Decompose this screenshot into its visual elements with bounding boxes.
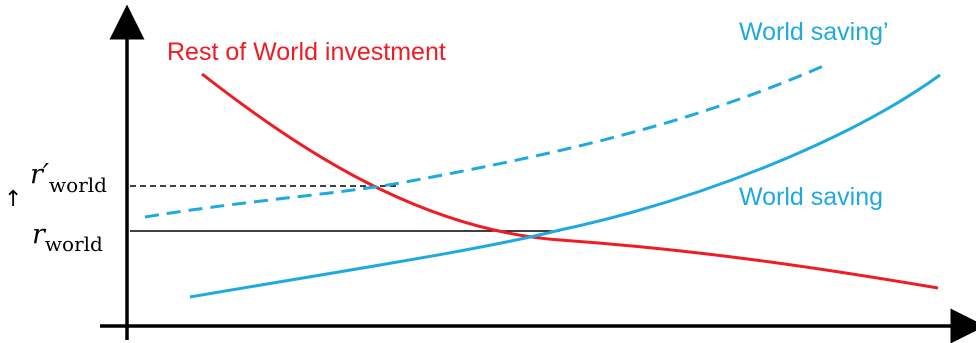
r-world-sub: world [45, 232, 103, 256]
r-world-new-label: r′world [30, 159, 107, 197]
saving-new-label: World saving’ [739, 18, 889, 46]
world-saving-curve [189, 73, 941, 299]
r-world-new-main: r′ [30, 159, 49, 190]
saving-label: World saving [739, 183, 883, 211]
rate-increase-arrow: ↑ [4, 187, 22, 212]
r-world-label: rworld [32, 219, 103, 256]
rest-of-world-investment-curve [201, 72, 939, 290]
r-world-main: r [32, 219, 47, 250]
r-world-new-sub: world [49, 173, 107, 197]
world-saving-shifted-curve [144, 62, 829, 219]
investment-label: Rest of World investment [167, 38, 446, 66]
